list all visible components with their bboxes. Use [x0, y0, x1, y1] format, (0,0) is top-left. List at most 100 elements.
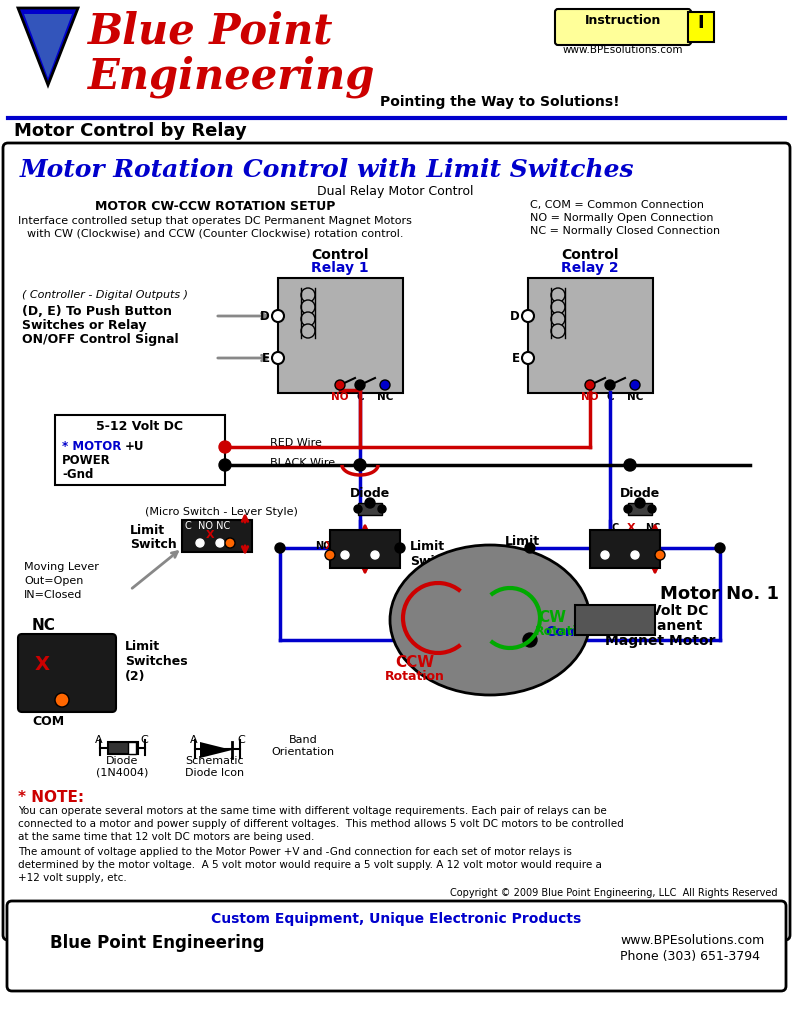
Text: Permanent: Permanent	[617, 618, 703, 633]
Text: C: C	[368, 541, 375, 551]
Bar	[358, 503, 382, 515]
Text: NC: NC	[315, 541, 331, 551]
Text: C, COM = Common Connection: C, COM = Common Connection	[530, 200, 704, 210]
Circle shape	[301, 300, 315, 314]
Text: NC = Normally Closed Connection: NC = Normally Closed Connection	[530, 226, 720, 236]
Text: E: E	[512, 351, 520, 365]
Text: +12 volt supply, etc.: +12 volt supply, etc.	[18, 873, 127, 883]
FancyBboxPatch shape	[3, 143, 790, 940]
Text: Custom Equipment, Unique Electronic Products: Custom Equipment, Unique Electronic Prod…	[211, 912, 581, 926]
Circle shape	[341, 551, 349, 559]
Text: Dual Relay Motor Control: Dual Relay Motor Control	[316, 185, 473, 198]
Circle shape	[354, 505, 362, 513]
Text: Relay 1: Relay 1	[311, 261, 369, 275]
Bar	[128, 742, 136, 754]
Text: Band
Orientation: Band Orientation	[271, 735, 335, 757]
FancyBboxPatch shape	[555, 9, 691, 45]
Text: www.BPEsolutions.com: www.BPEsolutions.com	[563, 45, 684, 55]
Text: Pointing the Way to Solutions!: Pointing the Way to Solutions!	[380, 95, 620, 109]
Text: +U: +U	[125, 440, 144, 453]
Text: Limit: Limit	[130, 524, 165, 537]
Text: Engineering: Engineering	[88, 55, 375, 97]
Circle shape	[354, 459, 366, 471]
Text: D: D	[510, 309, 520, 323]
Circle shape	[365, 498, 375, 508]
Text: BLACK Wire: BLACK Wire	[270, 458, 335, 468]
Text: 5-12 Volt DC: 5-12 Volt DC	[97, 420, 183, 433]
Text: * NOTE:: * NOTE:	[18, 790, 84, 805]
Circle shape	[325, 550, 335, 560]
Bar	[108, 742, 138, 754]
Circle shape	[551, 300, 565, 314]
Text: connected to a motor and power supply of different voltages.  This method allows: connected to a motor and power supply of…	[18, 819, 624, 829]
Circle shape	[301, 312, 315, 326]
Text: Control: Control	[561, 248, 619, 262]
Text: The amount of voltage applied to the Motor Power +V and -Gnd connection for each: The amount of voltage applied to the Mot…	[18, 847, 572, 857]
Text: Interface controlled setup that operates DC Permanent Magnet Motors: Interface controlled setup that operates…	[18, 216, 412, 226]
Text: Magnet Motor: Magnet Motor	[605, 634, 715, 648]
Text: I: I	[698, 14, 704, 32]
Circle shape	[371, 551, 379, 559]
Text: Phone (303) 651-3794: Phone (303) 651-3794	[620, 950, 760, 963]
Text: Blue Point: Blue Point	[88, 10, 334, 52]
Circle shape	[55, 693, 69, 707]
Text: Diode: Diode	[620, 487, 660, 500]
Circle shape	[551, 324, 565, 338]
Text: NC: NC	[377, 392, 393, 402]
Text: NC: NC	[645, 523, 661, 534]
Text: Rotation: Rotation	[535, 625, 595, 638]
Text: Instruction: Instruction	[584, 14, 661, 27]
Text: * MOTOR: * MOTOR	[62, 440, 121, 453]
Bar	[590, 530, 660, 568]
Text: You can operate several motors at the same time with different voltage requireme: You can operate several motors at the sa…	[18, 806, 607, 816]
Ellipse shape	[390, 545, 590, 695]
Bar	[575, 605, 655, 635]
Circle shape	[715, 543, 725, 553]
Text: Motor Control by Relay: Motor Control by Relay	[14, 122, 247, 140]
Text: (Micro Switch - Lever Style): (Micro Switch - Lever Style)	[145, 507, 298, 517]
Text: Switch: Switch	[130, 538, 177, 551]
Text: Limit
Switch: Limit Switch	[410, 540, 457, 568]
Polygon shape	[24, 14, 72, 78]
Circle shape	[601, 551, 609, 559]
Circle shape	[551, 288, 565, 302]
Text: Diode: Diode	[350, 487, 390, 500]
Polygon shape	[200, 742, 232, 758]
Text: A: A	[190, 735, 197, 745]
Text: Rotation: Rotation	[385, 670, 445, 683]
Text: C: C	[356, 392, 364, 402]
Text: at the same time that 12 volt DC motors are being used.: at the same time that 12 volt DC motors …	[18, 831, 314, 842]
Text: Diode
(1N4004): Diode (1N4004)	[96, 756, 148, 777]
Text: Copyright © 2009 Blue Point Engineering, LLC  All Rights Reserved: Copyright © 2009 Blue Point Engineering,…	[450, 888, 778, 898]
Bar	[628, 503, 652, 515]
Polygon shape	[18, 8, 78, 85]
Text: -Gnd: -Gnd	[62, 468, 94, 481]
Text: C: C	[237, 735, 245, 745]
Circle shape	[525, 543, 535, 553]
Text: C  NO NC: C NO NC	[185, 521, 230, 531]
Text: X: X	[35, 655, 50, 674]
Text: Motor Rotation Control with Limit Switches: Motor Rotation Control with Limit Switch…	[20, 158, 634, 182]
Bar	[528, 278, 653, 393]
Text: Motor No. 1: Motor No. 1	[660, 585, 779, 603]
Text: Out=Open: Out=Open	[24, 575, 83, 586]
Text: COM: COM	[32, 715, 64, 728]
Bar	[182, 520, 252, 552]
Circle shape	[219, 459, 231, 471]
Circle shape	[523, 633, 537, 647]
Text: X: X	[627, 523, 636, 534]
Circle shape	[605, 380, 615, 390]
Circle shape	[551, 312, 565, 326]
Text: NO: NO	[331, 392, 349, 402]
Circle shape	[630, 380, 640, 390]
Text: Limit
Switch: Limit Switch	[493, 535, 540, 563]
Text: NC: NC	[32, 618, 56, 633]
Text: Moving Lever: Moving Lever	[24, 562, 99, 572]
Circle shape	[301, 324, 315, 338]
Text: 5-12 Volt DC: 5-12 Volt DC	[611, 604, 709, 618]
Bar	[688, 12, 714, 42]
Text: E: E	[262, 351, 270, 365]
Text: POWER: POWER	[62, 454, 111, 467]
Text: Control: Control	[311, 248, 369, 262]
Text: ON/OFF Control Signal: ON/OFF Control Signal	[22, 333, 178, 346]
